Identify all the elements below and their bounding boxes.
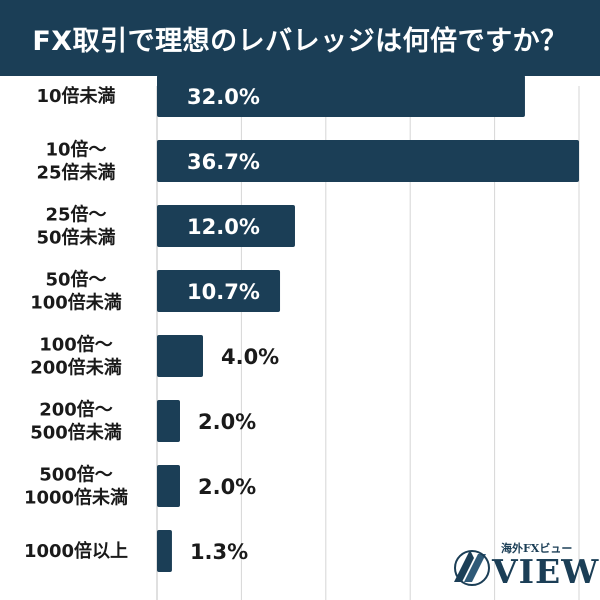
- category-label: 500倍～ 1000倍未満: [24, 464, 128, 509]
- category-label: 25倍～ 50倍未満: [36, 204, 115, 249]
- category-label: 1000倍以上: [24, 540, 128, 562]
- category-label: 200倍～ 500倍未満: [30, 399, 122, 444]
- category-label: 10倍未満: [36, 85, 115, 107]
- category-label: 50倍～ 100倍未満: [30, 269, 122, 314]
- bar: [157, 465, 180, 507]
- category-label: 10倍～ 25倍未満: [36, 139, 115, 184]
- value-label: 32.0%: [187, 85, 260, 109]
- value-labels: 32.0% 36.7% 12.0% 10.7% 4.0% 2.0% 2.0% 1.3%: [187, 85, 279, 564]
- bar: [157, 400, 180, 442]
- value-label: 36.7%: [187, 150, 260, 174]
- value-label: 1.3%: [190, 540, 248, 564]
- category-label: 100倍～ 200倍未満: [30, 334, 122, 379]
- bar: [157, 140, 579, 182]
- chart-title: FX取引で理想のレバレッジは何倍ですか？: [0, 0, 600, 76]
- bar-chart: 10倍未満 10倍～ 25倍未満 25倍～ 50倍未満 50倍～ 100倍未満 100倍～ 20…: [24, 76, 580, 600]
- logo-mark-icon: [454, 550, 490, 586]
- logo-name: VIEW: [492, 552, 600, 591]
- category-labels: 10倍未満 10倍～ 25倍未満 25倍～ 50倍未満 50倍～ 100倍未満 100倍～ 20…: [24, 85, 128, 562]
- value-label: 2.0%: [198, 475, 256, 499]
- value-label: 2.0%: [198, 410, 256, 434]
- view-logo: 海外FXビュー VIEW: [446, 536, 600, 596]
- logo-subtitle: 海外FXビュー: [501, 542, 573, 555]
- value-label: 10.7%: [187, 280, 260, 304]
- value-label: 12.0%: [187, 215, 260, 239]
- bars: [157, 76, 579, 572]
- bar: [157, 76, 525, 117]
- bar: [157, 270, 281, 312]
- bar: [157, 530, 172, 572]
- bar: [157, 335, 203, 377]
- value-label: 4.0%: [221, 345, 279, 369]
- bar: [157, 205, 295, 247]
